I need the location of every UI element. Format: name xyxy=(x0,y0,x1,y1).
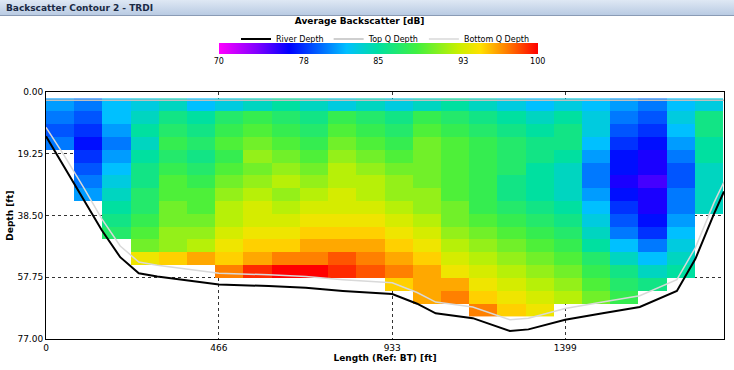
svg-text:River Depth: River Depth xyxy=(276,35,324,44)
svg-text:Depth [ft]: Depth [ft] xyxy=(5,190,15,240)
svg-text:1399: 1399 xyxy=(554,343,577,353)
html-text:Backscatter Contour 2 - TRDI: Backscatter Contour 2 - TRDI xyxy=(6,3,154,13)
svg-text:Average Backscatter [dB]: Average Backscatter [dB] xyxy=(295,16,425,26)
svg-text:57.75: 57.75 xyxy=(17,272,43,282)
svg-text:Top Q Depth: Top Q Depth xyxy=(368,35,418,44)
svg-text:0.00: 0.00 xyxy=(23,87,43,97)
svg-text:85: 85 xyxy=(373,57,383,66)
svg-text:78: 78 xyxy=(299,57,309,66)
svg-text:38.50: 38.50 xyxy=(17,211,43,221)
svg-text:77.00: 77.00 xyxy=(17,334,43,344)
svg-text:0: 0 xyxy=(43,343,49,353)
svg-text:466: 466 xyxy=(210,343,227,353)
svg-text:100: 100 xyxy=(530,57,545,66)
svg-text:70: 70 xyxy=(214,57,224,66)
svg-text:933: 933 xyxy=(384,343,401,353)
svg-text:93: 93 xyxy=(458,57,468,66)
svg-text:Length (Ref: BT) [ft]: Length (Ref: BT) [ft] xyxy=(333,353,436,363)
svg-text:19.25: 19.25 xyxy=(17,149,43,159)
svg-text:Bottom Q Depth: Bottom Q Depth xyxy=(464,35,529,44)
